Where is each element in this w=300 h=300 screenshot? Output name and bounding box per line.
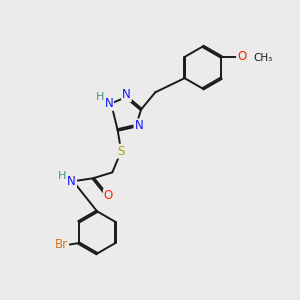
Text: O: O — [104, 189, 113, 203]
Text: N: N — [67, 175, 76, 188]
Text: N: N — [104, 97, 113, 110]
Text: N: N — [134, 119, 143, 132]
Text: S: S — [118, 145, 125, 158]
Text: O: O — [237, 50, 246, 64]
Text: N: N — [122, 88, 131, 101]
Text: H: H — [58, 171, 66, 181]
Text: CH₃: CH₃ — [254, 53, 273, 63]
Text: H: H — [96, 92, 104, 102]
Text: Br: Br — [54, 238, 68, 251]
